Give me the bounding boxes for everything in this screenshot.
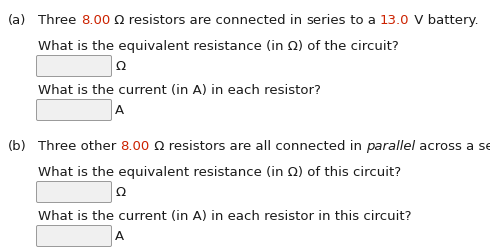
FancyBboxPatch shape [36,56,112,77]
FancyBboxPatch shape [36,226,112,246]
Text: across a second: across a second [415,139,490,152]
Text: What is the current (in A) in each resistor in this circuit?: What is the current (in A) in each resis… [38,209,412,222]
Text: Ω resistors are all connected in: Ω resistors are all connected in [150,139,366,152]
Text: (b): (b) [8,139,27,152]
FancyBboxPatch shape [36,100,112,121]
Text: V battery.: V battery. [410,14,478,27]
Text: What is the equivalent resistance (in Ω) of this circuit?: What is the equivalent resistance (in Ω)… [38,165,401,178]
Text: to a: to a [346,14,380,27]
Text: 8.00: 8.00 [81,14,110,27]
Text: Three: Three [38,14,81,27]
Text: Ω: Ω [115,185,125,198]
Text: series: series [306,14,346,27]
Text: What is the current (in A) in each resistor?: What is the current (in A) in each resis… [38,84,321,97]
Text: A: A [115,229,124,242]
Text: parallel: parallel [366,139,415,152]
Text: 8.00: 8.00 [121,139,150,152]
Text: A: A [115,104,124,116]
Text: Ω resistors are connected in: Ω resistors are connected in [110,14,306,27]
FancyBboxPatch shape [36,182,112,203]
Text: Three other: Three other [38,139,121,152]
Text: 13.0: 13.0 [380,14,410,27]
Text: (a): (a) [8,14,26,27]
Text: Ω: Ω [115,60,125,73]
Text: What is the equivalent resistance (in Ω) of the circuit?: What is the equivalent resistance (in Ω)… [38,40,399,53]
